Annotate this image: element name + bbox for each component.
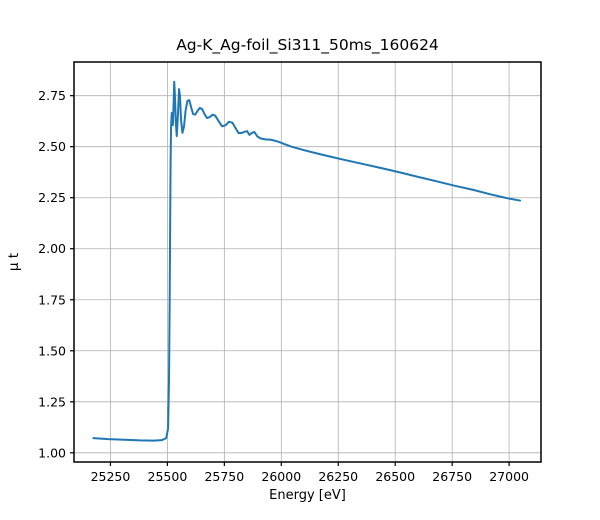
y-tick-label: 2.75 bbox=[38, 88, 66, 103]
y-tick-label: 1.25 bbox=[38, 394, 66, 409]
y-tick-label: 2.50 bbox=[38, 139, 66, 154]
y-tick-label: 2.00 bbox=[38, 241, 66, 256]
x-tick-label: 26500 bbox=[375, 469, 415, 484]
tick-labels: 25250 25500 25750 26000 26250 26500 26750 27000… bbox=[38, 88, 529, 484]
x-tick-label: 26250 bbox=[318, 469, 358, 484]
y-tick-label: 1.50 bbox=[38, 343, 66, 358]
spectrum-line bbox=[92, 80, 522, 442]
x-tick-label: 27000 bbox=[489, 469, 529, 484]
x-tick-label: 25500 bbox=[148, 469, 188, 484]
y-axis-label: μ t bbox=[6, 252, 22, 272]
x-tick-label: 26000 bbox=[261, 469, 301, 484]
x-tick-label: 26750 bbox=[432, 469, 472, 484]
gridlines bbox=[74, 62, 541, 462]
y-tick-label: 2.25 bbox=[38, 190, 66, 205]
y-tick-label: 1.00 bbox=[38, 445, 66, 460]
x-axis-label: Energy [eV] bbox=[269, 488, 346, 503]
axis-ticks bbox=[70, 95, 510, 466]
x-tick-label: 25250 bbox=[91, 469, 131, 484]
y-tick-label: 1.75 bbox=[38, 292, 66, 307]
x-tick-label: 25750 bbox=[204, 469, 244, 484]
chart-title: Ag-K_Ag-foil_Si311_50ms_160624 bbox=[176, 36, 439, 54]
axes-frame bbox=[73, 61, 542, 463]
